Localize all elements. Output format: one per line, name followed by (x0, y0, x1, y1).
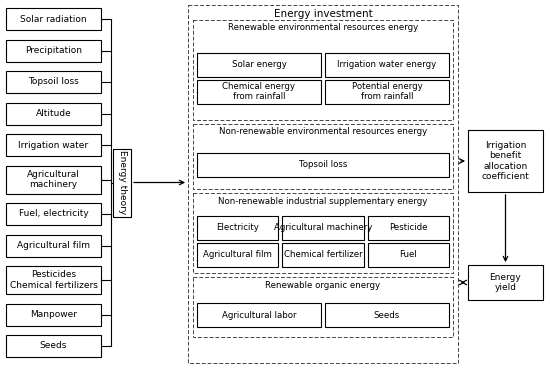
Text: Non-renewable environmental resources energy: Non-renewable environmental resources en… (219, 127, 427, 137)
Bar (193, 277, 453, 337)
Bar (6, 134, 101, 156)
Text: Potential energy
from rainfall: Potential energy from rainfall (351, 82, 422, 101)
Text: Pesticides
Chemical fertilizers: Pesticides Chemical fertilizers (9, 270, 97, 290)
Text: Chemical fertilizer: Chemical fertilizer (284, 250, 362, 259)
Text: Non-renewable industrial supplementary energy: Non-renewable industrial supplementary e… (218, 197, 428, 205)
Text: Precipitation: Precipitation (25, 46, 82, 55)
Bar (468, 130, 543, 192)
Text: Agricultural
machinery: Agricultural machinery (27, 170, 80, 189)
Bar (6, 266, 101, 294)
Bar (188, 5, 458, 363)
Text: Irrigation water energy: Irrigation water energy (337, 60, 437, 69)
Text: Seeds: Seeds (40, 342, 67, 350)
Text: Seeds: Seeds (374, 311, 400, 319)
Text: Fuel: Fuel (399, 250, 417, 259)
Bar (193, 124, 453, 189)
Bar (193, 20, 453, 120)
Bar (6, 335, 101, 357)
Text: Energy
yield: Energy yield (490, 273, 521, 292)
Bar (6, 304, 101, 326)
Text: Energy investment: Energy investment (274, 9, 372, 19)
Bar (367, 216, 449, 240)
Bar (6, 166, 101, 194)
Text: Solar radiation: Solar radiation (20, 14, 87, 24)
Text: Renewable organic energy: Renewable organic energy (266, 280, 381, 290)
Bar (325, 53, 449, 77)
Bar (6, 39, 101, 61)
Bar (113, 149, 131, 216)
Text: Energy theory: Energy theory (118, 151, 127, 215)
Text: Irrigation water: Irrigation water (19, 141, 89, 149)
Text: Agricultural film: Agricultural film (204, 250, 272, 259)
Bar (6, 234, 101, 256)
Bar (6, 103, 101, 124)
Bar (325, 79, 449, 103)
Text: Solar energy: Solar energy (232, 60, 287, 69)
Text: Topsoil loss: Topsoil loss (299, 160, 347, 169)
Bar (197, 216, 278, 240)
Bar (6, 8, 101, 30)
Bar (193, 193, 453, 273)
Text: Topsoil loss: Topsoil loss (28, 78, 79, 86)
Bar (197, 303, 321, 327)
Text: Irrigation
benefit
allocation
coefficient: Irrigation benefit allocation coefficien… (482, 141, 530, 181)
Bar (325, 303, 449, 327)
Bar (282, 243, 364, 266)
Bar (197, 53, 321, 77)
Bar (468, 265, 543, 300)
Text: Altitude: Altitude (36, 109, 72, 118)
Bar (367, 243, 449, 266)
Text: Manpower: Manpower (30, 310, 77, 319)
Text: Agricultural labor: Agricultural labor (222, 311, 296, 319)
Bar (6, 203, 101, 225)
Bar (6, 71, 101, 93)
Text: Pesticide: Pesticide (389, 223, 427, 232)
Bar (197, 152, 449, 177)
Text: Agricultural film: Agricultural film (17, 241, 90, 250)
Text: Electricity: Electricity (216, 223, 259, 232)
Bar (282, 216, 364, 240)
Text: Agricultural machinery: Agricultural machinery (274, 223, 372, 232)
Bar (197, 243, 278, 266)
Bar (197, 79, 321, 103)
Text: Fuel, electricity: Fuel, electricity (19, 209, 89, 219)
Text: Renewable environmental resources energy: Renewable environmental resources energy (228, 24, 418, 32)
Text: Chemical energy
from rainfall: Chemical energy from rainfall (223, 82, 295, 101)
